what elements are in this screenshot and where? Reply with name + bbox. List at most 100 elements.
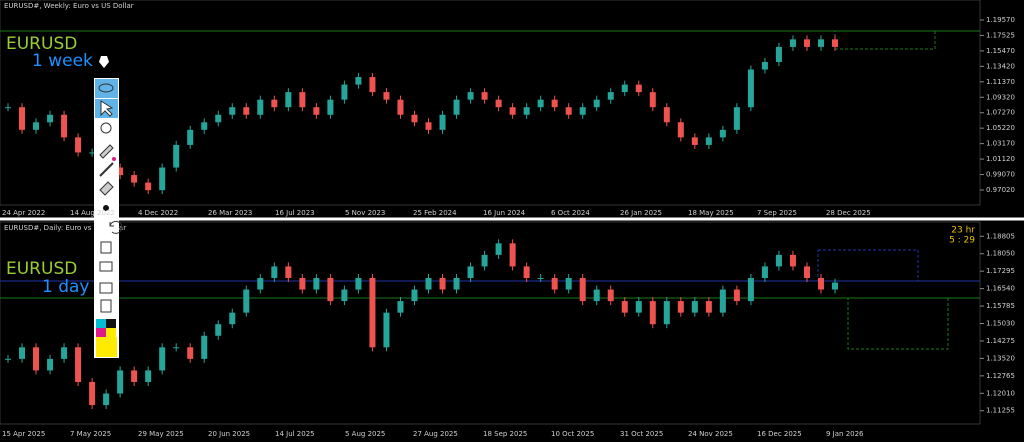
candle [607,289,614,302]
x-tick-label: 18 Sep 2025 [483,430,527,438]
y-tick-label: 1.15030 [986,320,1015,328]
clipboard-tool[interactable] [100,299,112,313]
candle [173,144,180,168]
color-swatch[interactable] [106,328,116,337]
color-swatch[interactable] [96,337,117,357]
candle [341,84,348,100]
candle [453,99,460,115]
candle [215,114,222,123]
candle [523,107,530,115]
candle [467,92,474,100]
y-tick-label: 1.09320 [986,93,1015,101]
timeframe-label: 1 day [42,277,90,297]
candle [201,122,208,130]
candle [117,167,124,176]
candle [803,266,810,278]
candle [761,266,768,278]
color-swatch[interactable] [96,328,106,337]
candle [383,92,390,100]
candle [19,347,26,359]
candle [299,277,306,290]
candle [61,347,68,359]
candle [257,99,264,115]
candle [733,107,740,130]
symbol-label: EURUSD [6,34,77,54]
undo-tool[interactable] [109,220,123,234]
x-tick-label: 26 Jan 2025 [620,209,662,217]
candle [229,312,236,325]
candle [131,370,138,382]
y-tick-label: 1.17295 [986,267,1015,275]
x-tick-label: 10 Oct 2025 [551,430,594,438]
candle [649,92,656,108]
candle [397,99,404,115]
candle [159,347,166,371]
color-swatch[interactable] [96,319,106,328]
x-tick-label: 25 Feb 2024 [413,209,457,217]
candle [481,92,488,100]
x-tick-label: 31 Oct 2025 [620,430,663,438]
dot-tool[interactable] [103,205,109,211]
candle [257,277,264,290]
x-tick-label: 5 Aug 2025 [345,430,385,438]
pen-icon[interactable] [99,56,109,68]
y-tick-label: 1.11370 [986,78,1015,86]
x-tick-label: 28 Dec 2025 [826,209,871,217]
y-tick-label: 1.14275 [986,337,1015,345]
y-tick-label: 1.11255 [986,407,1015,415]
candle [285,266,292,278]
eye-icon [98,83,114,93]
candle [803,39,810,47]
candle [425,122,432,130]
candle [243,107,250,115]
candle [187,347,194,359]
bar-timer: 5 : 29 [949,236,975,246]
timeframe-label: 1 week [32,51,93,71]
x-tick-label: 7 May 2025 [70,430,111,438]
drawing-toolbar[interactable] [94,56,123,358]
screenshot-tool[interactable] [99,261,113,272]
candle [621,301,628,313]
candle [747,277,754,302]
camera-tool[interactable] [99,282,113,294]
candle [369,77,376,93]
candle [411,114,418,123]
candle [789,39,796,47]
y-tick-label: 1.12765 [986,372,1015,380]
color-swatch[interactable] [106,319,116,328]
candle [789,254,796,267]
candle [299,92,306,108]
delete-tool[interactable] [100,241,112,254]
candle [355,77,362,85]
x-tick-label: 24 Apr 2022 [2,209,45,217]
line-tool[interactable] [99,162,114,177]
erase-tool[interactable] [100,122,112,134]
candle [467,266,474,278]
candle [832,282,838,290]
candle [397,301,404,313]
x-tick-label: 20 Jun 2025 [208,430,250,438]
color-dot [112,157,116,161]
candle [47,114,54,123]
pencil-tool[interactable] [99,144,114,159]
x-tick-label: 29 May 2025 [138,430,184,438]
candle [607,92,614,100]
candle [89,152,96,154]
x-tick-label: 9 Jan 2026 [826,430,864,438]
candle [159,167,166,191]
candle [327,99,334,115]
y-tick-label: 1.18805 [986,232,1015,240]
candle [117,370,124,394]
eye-tool[interactable] [95,79,118,98]
eraser-tool[interactable] [99,181,114,196]
x-tick-label: 26 Mar 2023 [208,209,252,217]
candle [761,61,768,70]
x-tick-label: 16 Dec 2025 [757,430,802,438]
candle [145,182,152,191]
toolbar-bg [94,78,119,358]
candle [439,277,446,290]
candle [635,84,642,93]
candle [663,301,670,325]
candle [145,370,152,382]
